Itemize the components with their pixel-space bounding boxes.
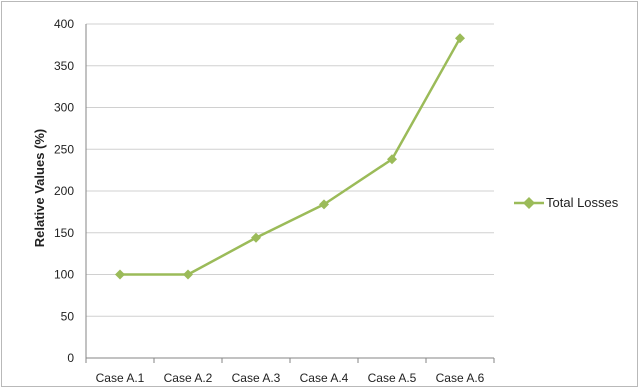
legend: Total Losses — [514, 195, 619, 210]
y-tick-label: 150 — [54, 226, 74, 240]
y-tick-label: 250 — [54, 142, 74, 156]
x-tick-label: Case A.4 — [300, 371, 349, 385]
series-line — [120, 37, 462, 276]
series-total-losses — [115, 33, 465, 280]
y-tick-labels: 0 50 100 150 200 250 300 350 400 — [54, 17, 74, 365]
y-tick-label: 300 — [54, 101, 74, 115]
y-tick-label: 200 — [54, 184, 74, 198]
x-tick-labels: Case A.1 Case A.2 Case A.3 Case A.4 Case A.5… — [96, 371, 485, 385]
data-point-marker — [183, 269, 193, 280]
y-tick-label: 0 — [67, 351, 74, 365]
data-point-marker — [319, 199, 329, 210]
legend-marker — [523, 197, 535, 209]
axes — [85, 24, 495, 363]
data-point-marker — [387, 154, 397, 165]
y-tick-label: 400 — [54, 17, 74, 31]
x-tick-label: Case A.3 — [232, 371, 281, 385]
gridlines — [86, 23, 494, 317]
x-tick-label: Case A.1 — [96, 371, 145, 385]
y-tick-label: 50 — [61, 309, 75, 323]
data-point-marker — [115, 269, 125, 280]
x-tick-label: Case A.5 — [368, 371, 417, 385]
y-tick-label: 100 — [54, 268, 74, 282]
y-tick-label: 350 — [54, 59, 74, 73]
data-point-marker — [251, 232, 261, 243]
x-tick-label: Case A.2 — [164, 371, 213, 385]
y-axis-title: Relative Values (%) — [32, 129, 47, 248]
legend-label-total-losses: Total Losses — [546, 195, 619, 210]
data-point-marker — [455, 33, 465, 44]
x-tick-label: Case A.6 — [436, 371, 485, 385]
